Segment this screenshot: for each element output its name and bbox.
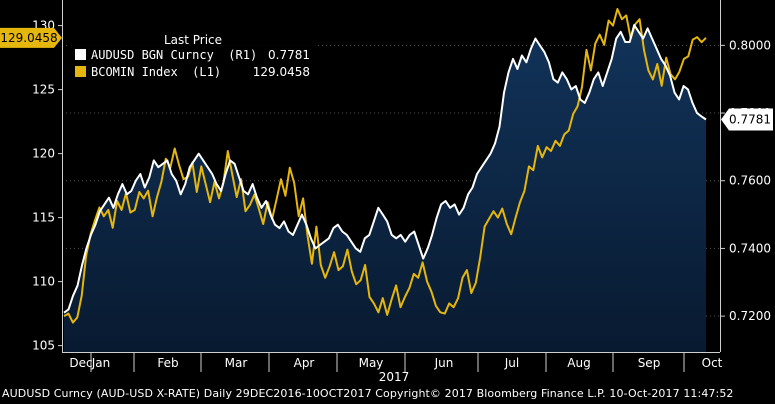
series-lines — [63, 8, 707, 324]
bcomin-line — [63, 8, 707, 324]
legend-swatch-bcomin — [75, 66, 86, 77]
svg-text:0.7781: 0.7781 — [729, 112, 771, 126]
x-tick-label-1: Jan — [91, 356, 111, 370]
left-tick-label-3: 120 — [32, 147, 55, 161]
left-tick-label-2: 115 — [32, 211, 55, 225]
left-tick-label-0: 105 — [32, 339, 55, 353]
right-tick-label-4: 0.8000 — [729, 38, 771, 52]
x-axis-ticks: Dec Jan Feb Mar Apr May Jun Jul Aug Sep Oct — [69, 352, 723, 372]
legend-title: Last Price — [164, 33, 222, 47]
legend-value-bcomin: 129.0458 — [253, 65, 310, 79]
right-last-value-badge: 0.7781 — [721, 108, 773, 131]
x-tick-label-3: Mar — [225, 356, 248, 370]
legend-name-bcomin: BCOMIN Index (L1) — [91, 65, 221, 79]
x-tick-label-5: May — [359, 356, 384, 370]
x-tick-label-7: Jul — [504, 356, 519, 370]
x-tick-label-6: Jun — [434, 356, 454, 370]
x-tick-label-4: Apr — [294, 356, 315, 370]
x-tick-label-8: Aug — [567, 356, 590, 370]
svg-text:129.0458: 129.0458 — [0, 31, 57, 45]
x-tick-label-2: Feb — [157, 356, 178, 370]
left-tick-label-4: 125 — [32, 83, 55, 97]
left-tick-label-1: 110 — [32, 275, 55, 289]
legend-box — [68, 22, 318, 86]
x-tick-label-10: Oct — [702, 356, 723, 370]
footer-caption: AUDUSD Curncy (AUD-USD X-RATE) Daily 29D… — [2, 387, 734, 400]
legend-name-audusd: AUDUSD BGN Curncy (R1) — [91, 48, 257, 62]
right-tick-label-2: 0.7600 — [729, 174, 771, 188]
right-tick-label-1: 0.7400 — [729, 241, 771, 255]
x-year-label: 2017 — [379, 370, 410, 384]
x-tick-label-9: Sep — [638, 356, 661, 370]
audusd-line — [63, 24, 707, 314]
legend-swatch-audusd — [75, 49, 86, 60]
right-tick-label-0: 0.7200 — [729, 309, 771, 323]
x-tick-label-0: Dec — [69, 356, 92, 370]
audusd-area-fill — [64, 25, 706, 352]
audusd-area-layer — [64, 25, 706, 352]
legend: Last Price AUDUSD BGN Curncy (R1) 0.7781… — [68, 22, 318, 86]
legend-value-audusd: 0.7781 — [268, 48, 310, 62]
left-last-value-badge: 129.0458 — [0, 27, 62, 48]
